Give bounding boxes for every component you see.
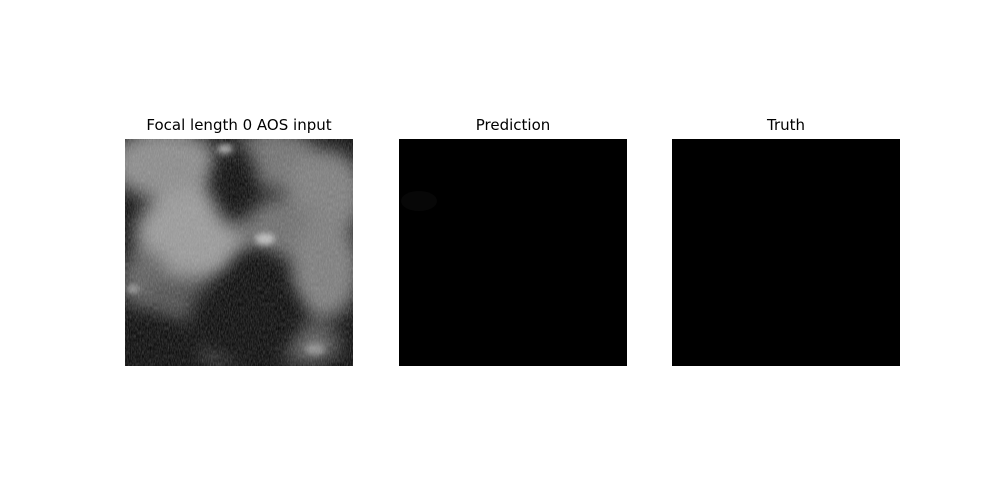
panel-title: Truth	[766, 116, 806, 134]
panel-title: Prediction	[475, 116, 551, 134]
prediction-image	[399, 139, 627, 366]
panel-truth: Truth	[672, 116, 900, 366]
truth-image	[672, 139, 900, 366]
aos-input-image	[125, 139, 353, 366]
panel-prediction: Prediction	[399, 116, 627, 366]
panel-title: Focal length 0 AOS input	[146, 116, 332, 134]
panel-aos-input: Focal length 0 AOS input	[125, 116, 353, 366]
